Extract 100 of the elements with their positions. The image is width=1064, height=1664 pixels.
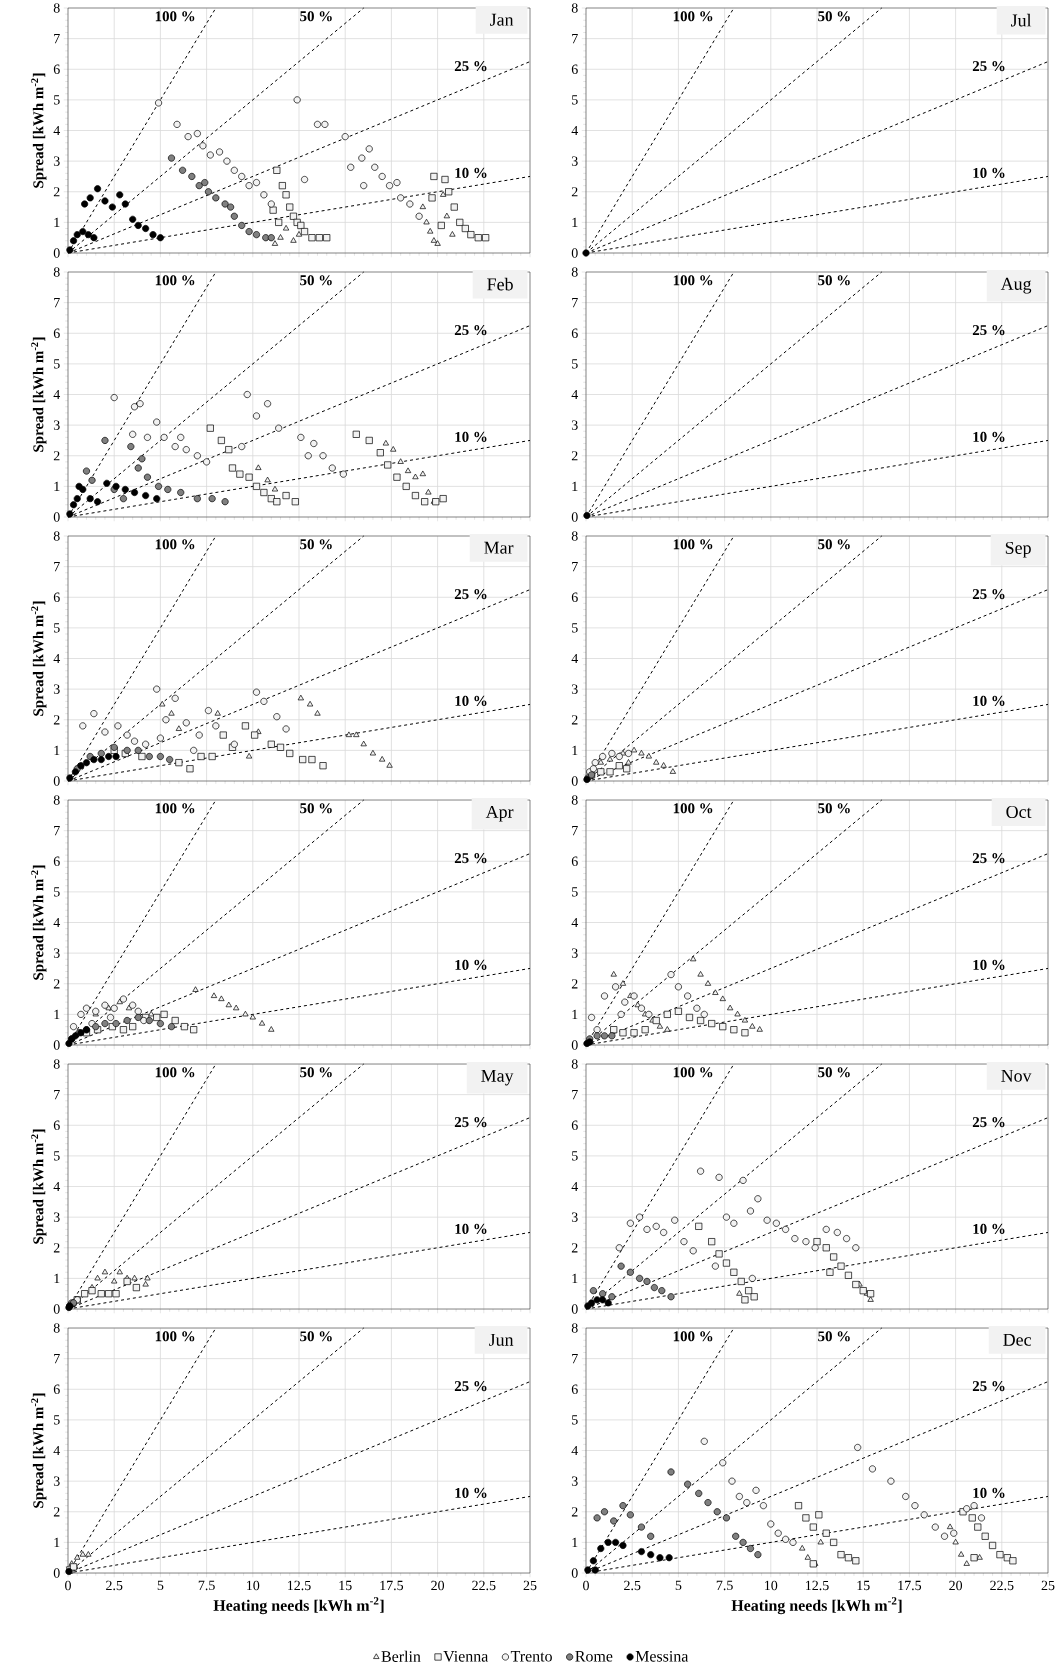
y-tick-label: 6: [53, 592, 60, 602]
y-tick-label: 6: [53, 1120, 60, 1130]
y-tick-label: 1: [54, 1009, 60, 1019]
x-tick-label: 0: [583, 1580, 589, 1591]
chart-title: Apr: [485, 805, 514, 822]
x-tick-label: 22.5: [990, 1580, 1014, 1591]
x-tick-label: 25: [523, 1580, 537, 1591]
series-label: 50 %: [818, 11, 850, 22]
y-tick-label: 2: [53, 979, 60, 989]
y-tick-label: 5: [572, 1415, 578, 1425]
y-tick-label: 1: [54, 1273, 60, 1283]
y-tick-label: 8: [571, 267, 578, 277]
y-tick-label: 7: [572, 298, 578, 308]
y-tick-label: 1: [572, 1009, 578, 1019]
y-tick-label: 2: [571, 1507, 578, 1517]
series-label: 25 %: [454, 589, 487, 600]
y-tick-label: 4: [571, 1445, 579, 1456]
series-label: 10 %: [455, 167, 487, 178]
series-label: 100 %: [673, 803, 713, 814]
series-label: 25 %: [972, 1117, 1005, 1128]
x-tick-label: 2.5: [106, 1580, 123, 1591]
series-label: 100 %: [155, 1067, 195, 1078]
x-tick-label: 17.5: [380, 1580, 404, 1591]
y-tick-label: 6: [53, 64, 60, 74]
series-label: 100 %: [155, 539, 195, 550]
chart-title: Oct: [1006, 805, 1032, 818]
series-label: 50 %: [300, 803, 332, 814]
y-tick-label: 5: [572, 95, 578, 105]
x-tick-label: 2.5: [624, 1580, 641, 1591]
y-tick-label: 1: [54, 1537, 60, 1547]
series-label: 25 %: [454, 853, 487, 864]
series-label: 50 %: [818, 1331, 850, 1342]
x-tick-label: 5: [675, 1580, 682, 1591]
series-label: 50 %: [300, 539, 332, 550]
x-tick-label: 12.5: [288, 1580, 311, 1591]
y-tick-label: 5: [572, 359, 578, 369]
chart-title: Sep: [1005, 541, 1031, 558]
y-tick-label: 5: [54, 1415, 60, 1425]
x-tick-label: 25: [1041, 1580, 1055, 1591]
series-label: 100 %: [673, 1067, 713, 1078]
y-tick-label: 5: [572, 1151, 578, 1161]
y-tick-label: 1: [572, 745, 578, 755]
x-tick-label: 20: [431, 1580, 445, 1591]
legend-label: Messina: [635, 1650, 689, 1662]
y-tick-label: 0: [571, 776, 578, 786]
y-tick-label: 0: [571, 512, 578, 522]
series-label: 25 %: [454, 1117, 487, 1128]
y-tick-label: 8: [53, 531, 60, 541]
y-axis-title: Spread [kWh m$^{-2}$]: [31, 1393, 47, 1508]
y-tick-label: 2: [53, 451, 60, 461]
y-tick-label: 6: [571, 856, 578, 866]
y-tick-label: 7: [572, 34, 578, 44]
y-tick-label: 7: [572, 562, 578, 572]
series-label: 10 %: [973, 959, 1005, 970]
x-tick-label: 20: [949, 1580, 963, 1591]
series-label: 50 %: [818, 275, 850, 286]
y-tick-label: 2: [571, 187, 578, 197]
series-label: 100 %: [155, 275, 195, 286]
series-label: 10 %: [973, 1487, 1005, 1498]
y-tick-label: 6: [53, 328, 60, 338]
y-tick-label: 5: [54, 887, 60, 897]
y-tick-label: 4: [571, 917, 579, 928]
y-tick-label: 1: [572, 217, 578, 227]
y-tick-label: 3: [571, 1476, 578, 1486]
y-tick-label: 4: [571, 125, 579, 136]
y-tick-label: 3: [571, 156, 578, 166]
x-tick-label: 15: [857, 1580, 870, 1591]
series-label: 25 %: [972, 325, 1005, 336]
y-tick-label: 6: [571, 1120, 578, 1130]
y-tick-label: 3: [571, 420, 578, 430]
y-axis-title: Spread [kWh m$^{-2}$]: [31, 337, 47, 452]
y-tick-label: 3: [53, 420, 60, 430]
y-tick-label: 8: [53, 267, 60, 277]
y-tick-label: 6: [53, 1384, 60, 1394]
series-label: 50 %: [300, 275, 332, 286]
y-tick-label: 4: [571, 653, 579, 664]
x-tick-label: 17.5: [898, 1580, 922, 1591]
y-tick-label: 7: [572, 1090, 578, 1100]
y-tick-label: 4: [571, 389, 579, 400]
series-label: 50 %: [300, 11, 332, 22]
series-label: 10 %: [455, 431, 487, 442]
series-label: 10 %: [455, 695, 487, 706]
legend-label: Vienna: [443, 1650, 489, 1662]
y-tick-label: 3: [53, 1476, 60, 1486]
chart-title: Jan: [490, 13, 514, 26]
x-tick-label: 5: [157, 1580, 164, 1591]
y-tick-label: 6: [571, 64, 578, 74]
chart-title: Mar: [484, 541, 514, 554]
y-tick-label: 8: [53, 3, 60, 13]
x-tick-label: 22.5: [472, 1580, 496, 1591]
chart-title: Feb: [487, 277, 513, 291]
series-label: 50 %: [818, 539, 850, 550]
y-tick-label: 7: [54, 562, 60, 572]
y-tick-label: 5: [572, 887, 578, 897]
series-label: 100 %: [155, 11, 195, 22]
series-label: 25 %: [972, 1381, 1005, 1392]
series-label: 100 %: [673, 11, 713, 22]
legend-label: Trento: [510, 1651, 552, 1662]
y-tick-label: 0: [53, 1304, 60, 1314]
y-tick-label: 4: [53, 389, 61, 400]
